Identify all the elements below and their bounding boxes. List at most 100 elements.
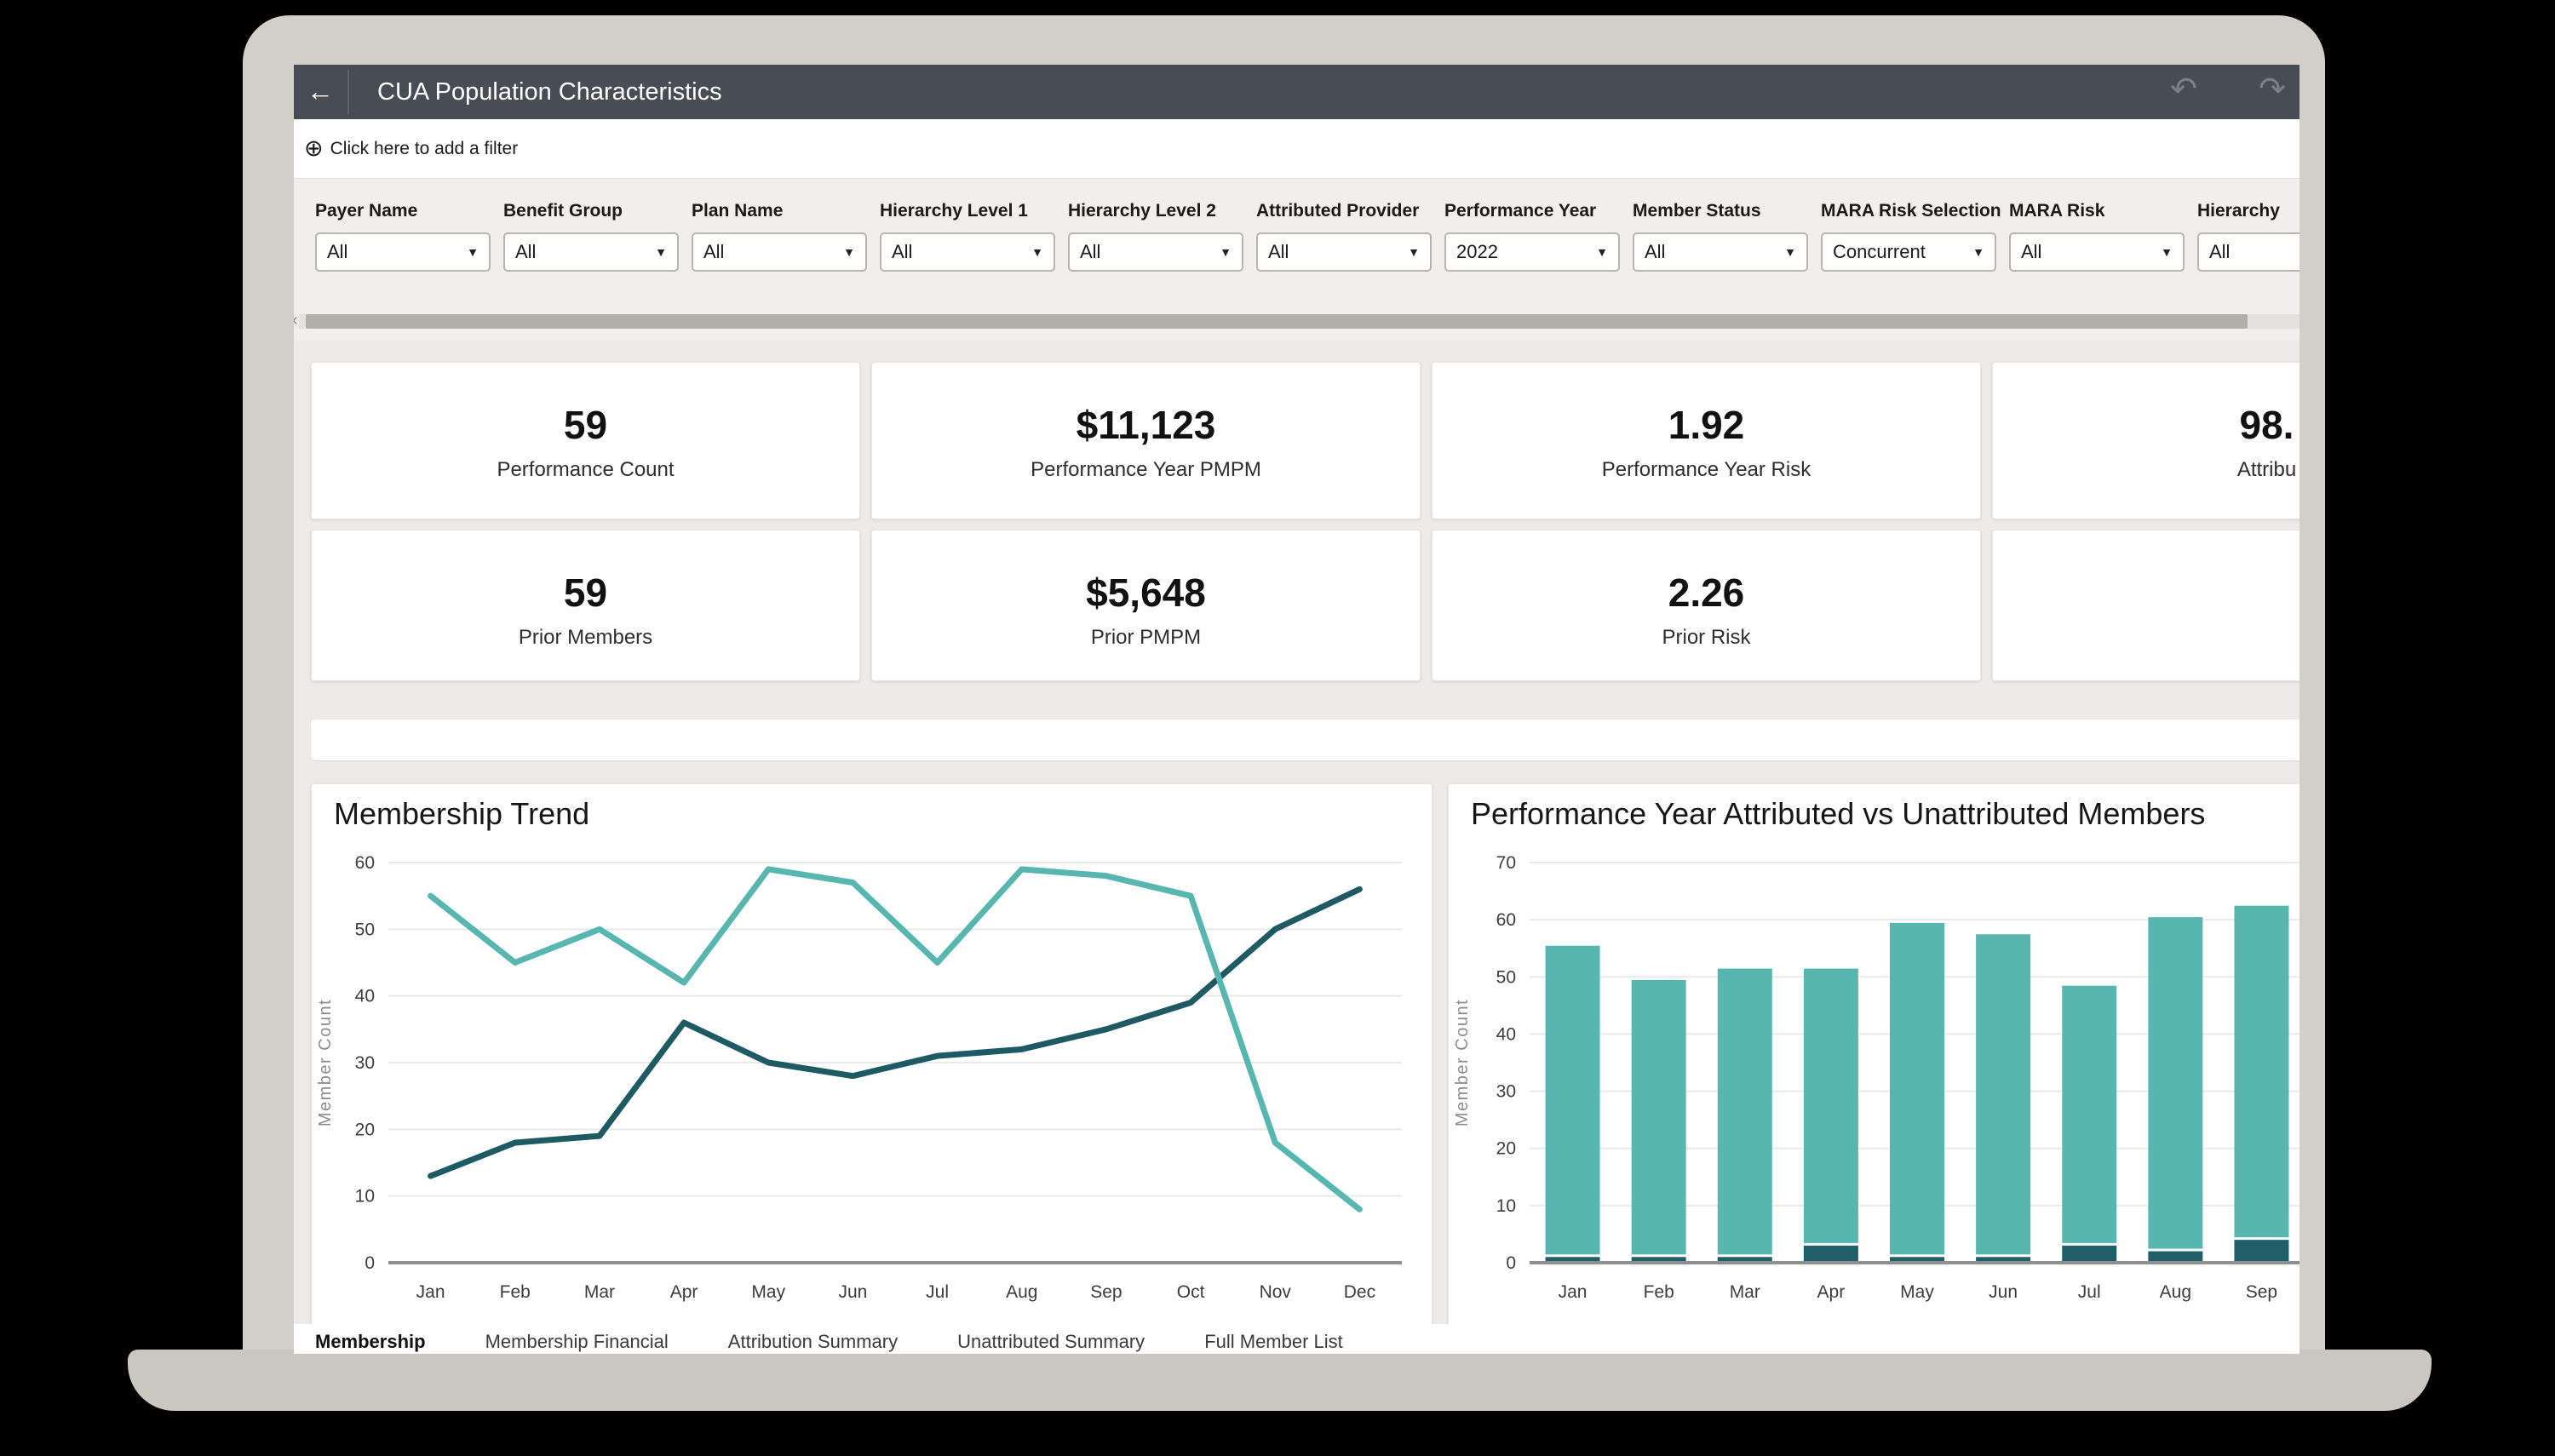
kpi-value: 59: [563, 570, 608, 615]
svg-text:Jun: Jun: [1989, 1282, 2018, 1302]
filter-mara-risk: MARA Risk All ▼: [2009, 201, 2185, 272]
redo-icon[interactable]: ↷: [2259, 72, 2286, 107]
filter-dropdown-hierarchy-level-1[interactable]: All ▼: [880, 232, 1055, 272]
svg-text:0: 0: [365, 1253, 375, 1273]
kpi-row-1: 59 Performance Count $11,123 Performance Ye…: [311, 362, 2300, 519]
svg-text:50: 50: [1496, 967, 1516, 987]
back-button[interactable]: ←: [307, 76, 334, 106]
filter-label: Benefit Group: [503, 201, 623, 221]
app-header: ← CUA Population Characteristics ↶ ↷: [294, 65, 2300, 119]
svg-text:30: 30: [355, 1053, 375, 1073]
kpi-card-attribu: 98. Attribu: [1992, 362, 2300, 519]
svg-text:10: 10: [355, 1187, 375, 1207]
svg-text:20: 20: [355, 1120, 375, 1139]
add-filter-bar[interactable]: ⊕ Click here to add a filter: [294, 119, 2300, 179]
filter-dropdown-payer-name[interactable]: All ▼: [315, 232, 491, 272]
filter-dropdown-benefit-group[interactable]: All ▼: [503, 232, 679, 272]
kpi-card-performance-year-risk: 1.92 Performance Year Risk: [1432, 362, 1981, 519]
filter-dropdown-member-status[interactable]: All ▼: [1633, 232, 1808, 272]
filter-dropdown-attributed-provider[interactable]: All ▼: [1256, 232, 1432, 272]
tab-attribution-summary[interactable]: Attribution Summary: [727, 1331, 899, 1352]
kpi-label: Prior Members: [518, 626, 653, 649]
filter-hierarchy-level-2: Hierarchy Level 2 All ▼: [1068, 201, 1243, 272]
filter-hierarchy-level-1: Hierarchy Level 1 All ▼: [880, 201, 1055, 272]
filter-plan-name: Plan Name All ▼: [692, 201, 867, 272]
bar-chart-svg: 0 10 20 30 40 50 60 70 Member Count Jan Feb Mar Apr M…: [1453, 853, 2300, 1302]
bar-segment-unattributed: [1803, 1245, 1858, 1263]
attributed-vs-unattributed-card: Performance Year Attributed vs Unattribu…: [1448, 783, 2300, 1326]
svg-text:Sep: Sep: [2246, 1282, 2277, 1302]
kpi-label: Performance Year PMPM: [1031, 458, 1261, 481]
add-filter-label: Click here to add a filter: [330, 138, 519, 158]
filter-selected-value: All: [2021, 241, 2042, 262]
chevron-down-icon: ▼: [1031, 245, 1043, 259]
svg-text:60: 60: [355, 853, 375, 873]
filter-dropdown-mara-risk-selection[interactable]: Concurrent ▼: [1821, 232, 1996, 272]
membership-trend-chart: 0 10 20 30 40 50 60 Member Count Jan Feb Mar Apr May…: [312, 834, 1415, 1325]
svg-text:Apr: Apr: [1817, 1282, 1846, 1302]
attributed-vs-unattributed-chart: 0 10 20 30 40 50 60 70 Member Count Jan Feb Mar Apr M…: [1449, 834, 2300, 1325]
svg-text:Mar: Mar: [1730, 1282, 1760, 1302]
svg-text:30: 30: [1496, 1082, 1516, 1102]
filter-dropdown-hierarchy[interactable]: All▼: [2197, 232, 2300, 272]
membership-trend-title: Membership Trend: [334, 796, 590, 831]
svg-text:Dec: Dec: [1344, 1282, 1375, 1302]
svg-text:Jun: Jun: [838, 1282, 867, 1302]
filter-dropdown-mara-risk[interactable]: All ▼: [2009, 232, 2185, 272]
bar-segment-unattributed: [1631, 1257, 1686, 1263]
kpi-value: 2.26: [1668, 570, 1745, 615]
svg-text:40: 40: [355, 987, 375, 1006]
bar-segment-attributed: [2234, 905, 2289, 1238]
chevron-down-icon: ▼: [655, 245, 667, 259]
filter-selected-value: 2022: [1456, 241, 1498, 262]
filter-dropdown-plan-name[interactable]: All ▼: [692, 232, 867, 272]
svg-text:Member Count: Member Count: [316, 999, 335, 1126]
kpi-card-empty: [1992, 530, 2300, 681]
svg-text:60: 60: [1496, 910, 1516, 930]
filter-label: Hierarchy Level 2: [1068, 201, 1216, 221]
dark-teal-line: [428, 886, 1363, 1179]
svg-text:Sep: Sep: [1090, 1282, 1122, 1302]
filter-scrollbar-thumb[interactable]: [306, 314, 2248, 329]
filter-benefit-group: Benefit Group All ▼: [503, 201, 679, 272]
filter-selected-value: All: [703, 241, 725, 262]
filter-band: Payer Name All ▼ Benefit Group All ▼ Plan Name…: [294, 179, 2300, 341]
svg-text:Aug: Aug: [1006, 1282, 1037, 1302]
tab-unattributed-summary[interactable]: Unattributed Summary: [957, 1331, 1145, 1352]
filter-dropdown-performance-year[interactable]: 2022 ▼: [1444, 232, 1620, 272]
filter-label: Payer Name: [315, 201, 418, 221]
filter-dropdown-hierarchy-level-2[interactable]: All ▼: [1068, 232, 1243, 272]
filter-hierarchy: Hierarchy All▼: [2197, 201, 2300, 272]
chevron-down-icon: ▼: [1408, 245, 1420, 259]
svg-text:Jul: Jul: [926, 1282, 949, 1302]
svg-text:Member Count: Member Count: [1453, 999, 1472, 1126]
attributed-vs-unattributed-title: Performance Year Attributed vs Unattribu…: [1471, 796, 2206, 831]
kpi-card-prior-risk: 2.26 Prior Risk: [1432, 530, 1981, 681]
kpi-label: Prior PMPM: [1090, 626, 1202, 649]
svg-text:Mar: Mar: [584, 1282, 615, 1302]
filter-selected-value: All: [1268, 241, 1289, 262]
chevron-down-icon: ▼: [1784, 245, 1796, 259]
filter-performance-year: Performance Year 2022 ▼: [1444, 201, 1620, 272]
kpi-value: 1.92: [1668, 403, 1745, 447]
light-teal-line: [428, 866, 1363, 1212]
tab-full-member-list[interactable]: Full Member List: [1204, 1331, 1343, 1352]
kpi-label: Prior Risk: [1662, 626, 1751, 649]
kpi-card-performance-count: 59 Performance Count: [311, 362, 860, 519]
svg-text:Jan: Jan: [416, 1282, 445, 1302]
svg-text:Feb: Feb: [500, 1282, 531, 1302]
sheet-tab-bar: Membership Membership Financial Attributio…: [294, 1324, 2300, 1354]
undo-icon[interactable]: ↶: [2170, 72, 2197, 107]
filter-label: Member Status: [1633, 201, 1761, 221]
filter-label: Performance Year: [1444, 201, 1597, 221]
filter-selected-value: All: [1645, 241, 1666, 262]
scroll-left-arrow-icon[interactable]: ‹: [294, 311, 298, 330]
svg-text:Apr: Apr: [670, 1282, 698, 1302]
bar-segment-attributed: [1545, 945, 1600, 1255]
tab-membership[interactable]: Membership: [315, 1331, 426, 1352]
bar-segment-unattributed: [2062, 1245, 2117, 1263]
svg-text:May: May: [751, 1282, 785, 1302]
bar-segment-unattributed: [2148, 1251, 2203, 1263]
tab-membership-financial[interactable]: Membership Financial: [485, 1331, 669, 1352]
chevron-down-icon: ▼: [1220, 245, 1232, 259]
